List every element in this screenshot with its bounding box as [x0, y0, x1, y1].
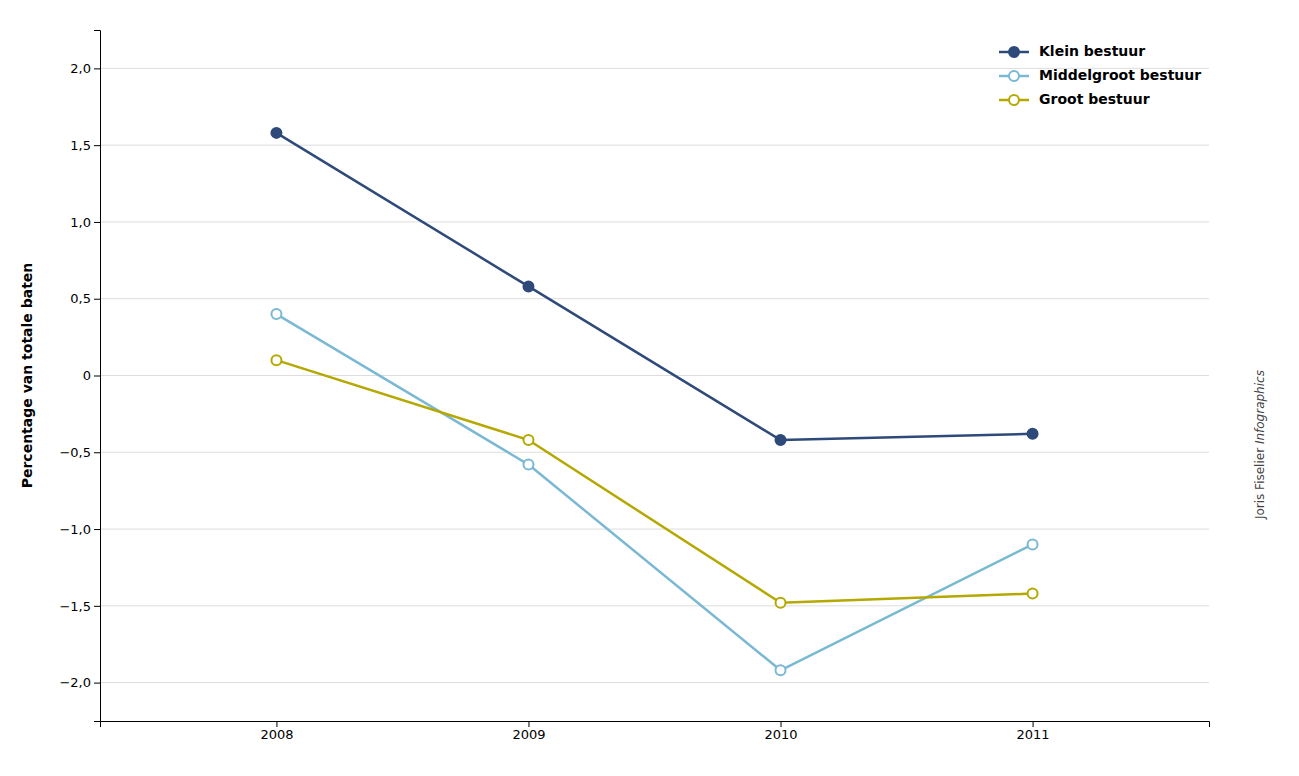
marks: [271, 128, 1037, 675]
axis-line: [94, 31, 101, 722]
legend-marker: [1009, 71, 1019, 81]
tick-label: 0: [83, 368, 91, 383]
tick-mark: [94, 529, 100, 530]
tick-label: 2010: [764, 727, 797, 742]
series-points: [271, 355, 1037, 608]
annotation: Infographics: [1253, 370, 1267, 444]
point: [271, 355, 281, 365]
tick-mark: [94, 606, 100, 607]
tick-mark: [276, 721, 277, 727]
tick-mark: [781, 721, 782, 727]
point: [523, 281, 533, 291]
legend-item: Middelgroot bestuur: [999, 67, 1201, 83]
tick: 0: [83, 368, 100, 383]
point: [776, 665, 786, 675]
tick-mark: [94, 68, 100, 69]
point: [1028, 429, 1038, 439]
tick-label: −0,5: [59, 445, 91, 460]
tick-label: 2011: [1017, 727, 1050, 742]
tick-label: 0,5: [70, 291, 91, 306]
tick-label: −1,5: [59, 598, 91, 613]
tick: 2008: [260, 721, 293, 742]
legend-label: Klein bestuur: [1039, 43, 1145, 59]
tick: 2010: [764, 721, 797, 742]
grid: [100, 68, 1209, 682]
point: [523, 435, 533, 445]
grid-line: [100, 605, 1209, 606]
tick-label: 2009: [512, 727, 545, 742]
chart: 2008 2009 2010 2011 −2,0 −1,5 −1,0 −0,5 0 0,5 1,0 1…: [0, 0, 1299, 776]
tick: −1,5: [59, 598, 100, 613]
grid-line: [100, 298, 1209, 299]
tick-label: −2,0: [59, 675, 91, 690]
tick-mark: [94, 376, 100, 377]
point: [1028, 539, 1038, 549]
point: [523, 460, 533, 470]
tick: −2,0: [59, 675, 100, 690]
point: [271, 128, 281, 138]
point: [271, 309, 281, 319]
axis-line: [101, 722, 1210, 728]
series-points: [271, 309, 1037, 675]
y-axis: −2,0 −1,5 −1,0 −0,5 0 0,5 1,0 1,5 2,0: [59, 31, 100, 722]
legend-label: Groot bestuur: [1039, 91, 1150, 107]
grid-line: [100, 529, 1209, 530]
tick-mark: [94, 683, 100, 684]
tick-mark: [94, 222, 100, 223]
series-line: [276, 360, 1032, 603]
tick-label: −1,0: [59, 522, 91, 537]
legend-item: Klein bestuur: [999, 43, 1145, 59]
legend-marker: [1009, 47, 1019, 57]
legend-marker: [1009, 95, 1019, 105]
series-line: [276, 133, 1032, 440]
tick: −0,5: [59, 445, 100, 460]
tick-label: 2008: [260, 727, 293, 742]
tick: 2009: [512, 721, 545, 742]
grid-line: [100, 375, 1209, 376]
y-axis-title: Percentage van totale baten: [19, 263, 35, 489]
tick-mark: [94, 145, 100, 146]
tick-mark: [528, 721, 529, 727]
grid-line: [100, 221, 1209, 222]
grid-line: [100, 145, 1209, 146]
tick: 2011: [1017, 721, 1050, 742]
tick-label: 1,0: [70, 215, 91, 230]
series-points: [271, 128, 1037, 445]
point: [1028, 589, 1038, 599]
grid-line: [100, 682, 1209, 683]
tick: 2,0: [70, 61, 100, 76]
tick-mark: [94, 452, 100, 453]
annotation: Joris Fiselier: [1253, 444, 1267, 520]
plot: 2008 2009 2010 2011 −2,0 −1,5 −1,0 −0,5 0 0,5 1,0 1…: [59, 31, 1209, 743]
point: [776, 598, 786, 608]
point: [776, 435, 786, 445]
legend-label: Middelgroot bestuur: [1039, 67, 1201, 83]
series-line: [276, 314, 1032, 670]
tick-mark: [1033, 721, 1034, 727]
grid-line: [100, 452, 1209, 453]
legend-item: Groot bestuur: [999, 91, 1150, 107]
watermark: Joris Fiselier Infographics: [1253, 370, 1267, 520]
tick: 0,5: [70, 291, 100, 306]
tick: −1,0: [59, 522, 100, 537]
legend: Klein bestuur Middelgroot bestuur Groot be…: [999, 43, 1201, 107]
tick-label: 1,5: [70, 138, 91, 153]
tick: 1,5: [70, 138, 100, 153]
x-axis: 2008 2009 2010 2011: [101, 721, 1210, 742]
tick: 1,0: [70, 215, 100, 230]
tick-mark: [94, 299, 100, 300]
tick-label: 2,0: [70, 61, 91, 76]
